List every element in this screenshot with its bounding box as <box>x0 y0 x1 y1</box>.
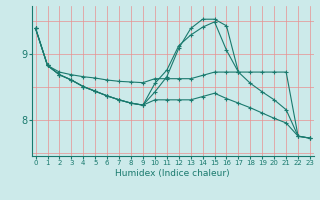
X-axis label: Humidex (Indice chaleur): Humidex (Indice chaleur) <box>116 169 230 178</box>
